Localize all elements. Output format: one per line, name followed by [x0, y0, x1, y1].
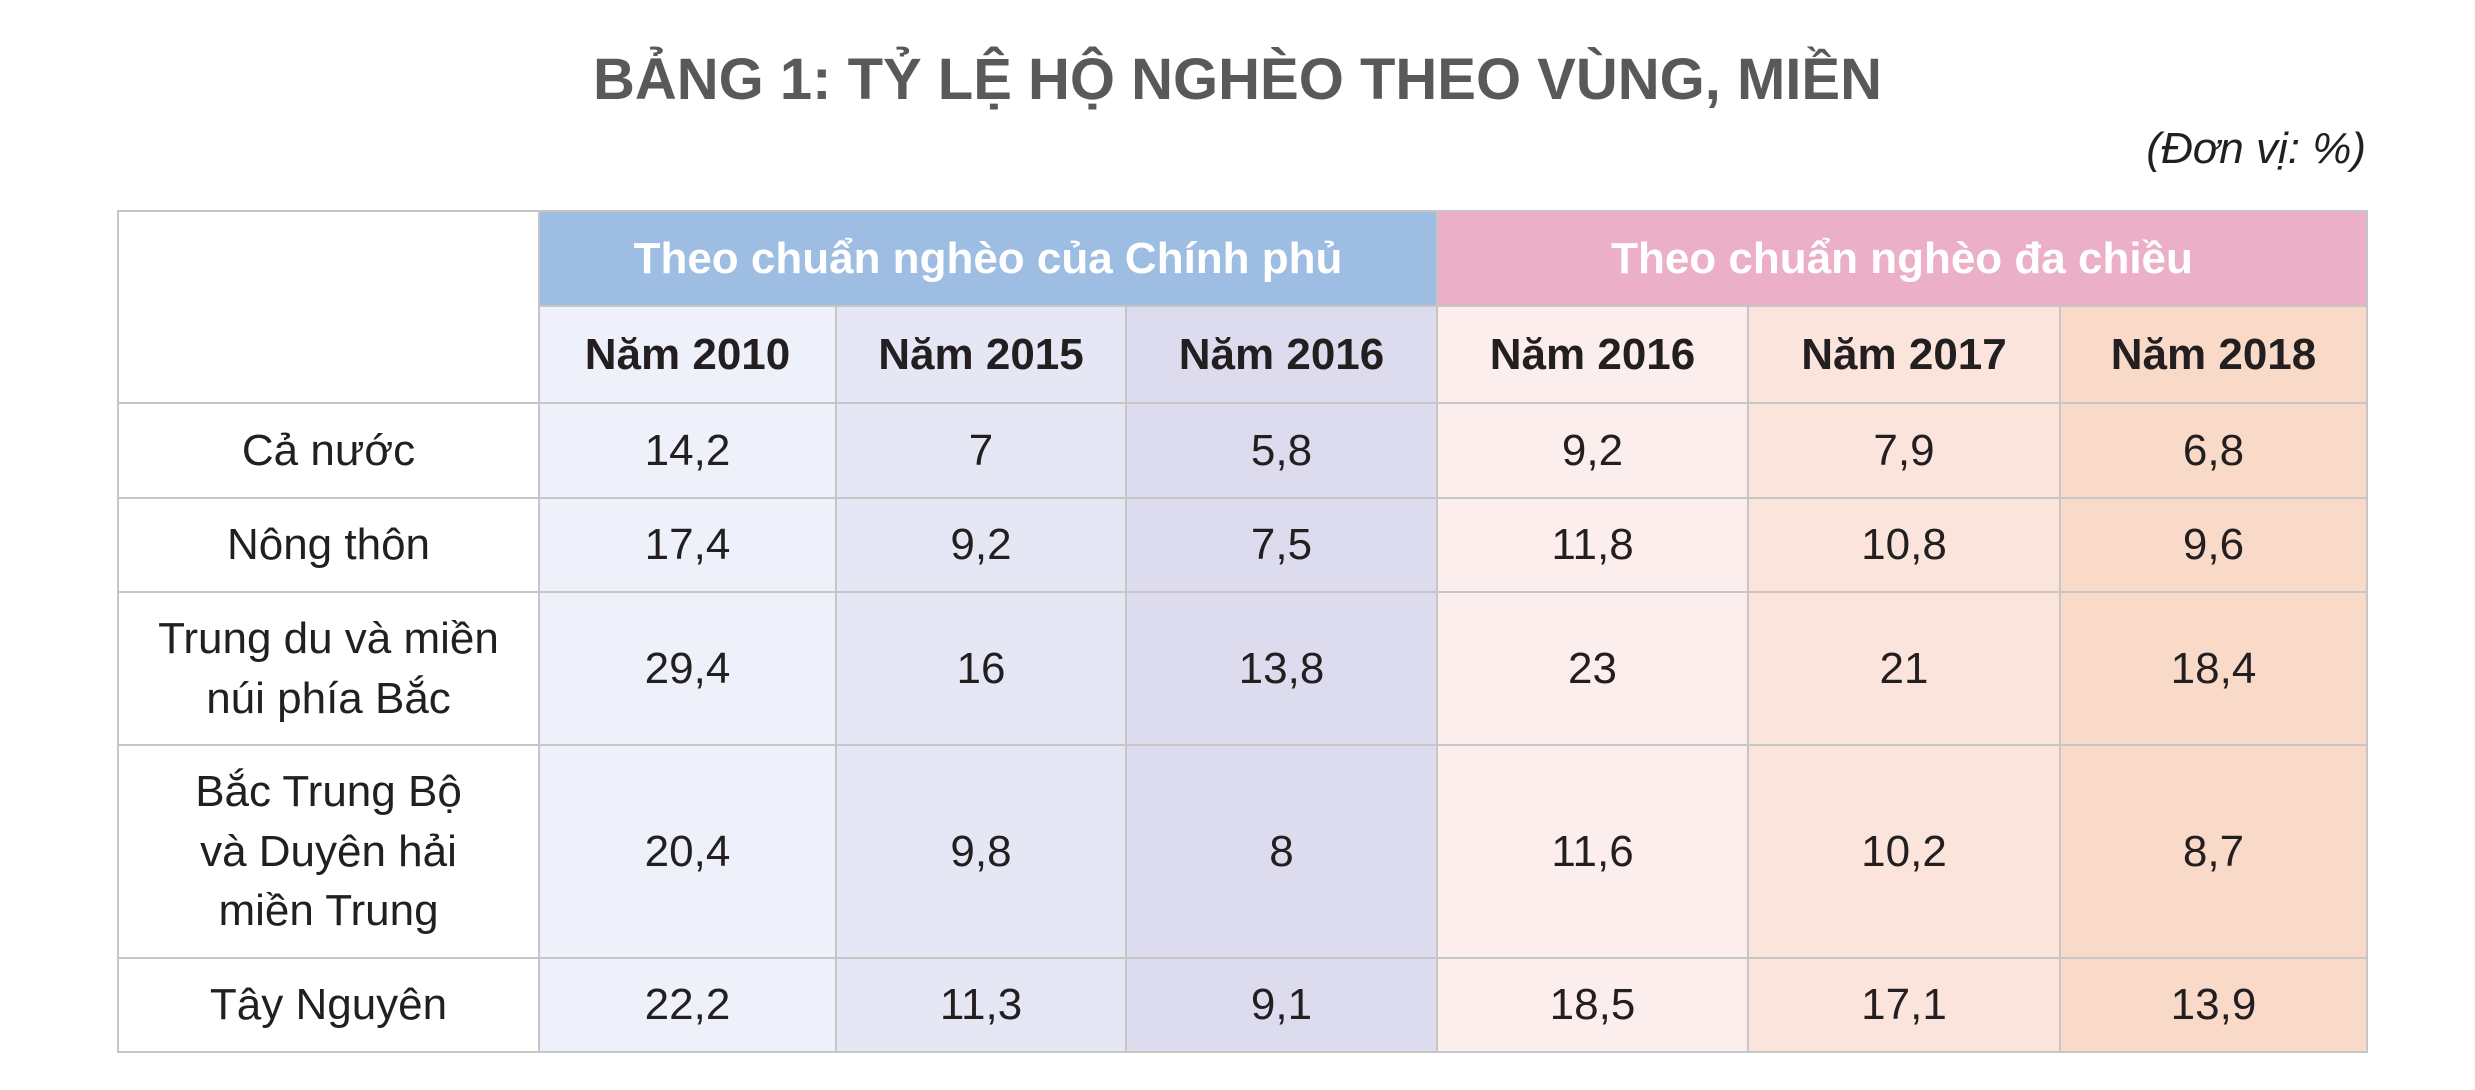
- value-cell: 7: [835, 402, 1127, 499]
- value-cell: 9,2: [1436, 402, 1749, 499]
- value-cell: 7,9: [1747, 402, 2061, 499]
- value-cell: 18,4: [2059, 591, 2368, 746]
- value-cell: 20,4: [538, 744, 837, 959]
- row-label: Nông thôn: [117, 497, 540, 593]
- value-cell: 11,8: [1436, 497, 1749, 593]
- column-header: Năm 2017: [1747, 305, 2061, 404]
- column-header: Năm 2010: [538, 305, 837, 404]
- value-cell: 9,6: [2059, 497, 2368, 593]
- value-cell: 18,5: [1436, 957, 1749, 1053]
- row-label: Trung du và miền núi phía Bắc: [117, 591, 540, 746]
- poverty-table: Theo chuẩn nghèo của Chính phủ Theo chuẩn…: [117, 210, 2368, 1053]
- value-cell: 5,8: [1125, 402, 1438, 499]
- value-cell: 6,8: [2059, 402, 2368, 499]
- column-header: Năm 2016: [1436, 305, 1749, 404]
- column-header: Năm 2015: [835, 305, 1127, 404]
- value-cell: 10,2: [1747, 744, 2061, 959]
- value-cell: 17,4: [538, 497, 837, 593]
- value-cell: 17,1: [1747, 957, 2061, 1053]
- corner-cell: [117, 210, 540, 404]
- value-cell: 13,9: [2059, 957, 2368, 1053]
- data-row: Cả nước 14,2 7 5,8 9,2 7,9 6,8: [117, 402, 2368, 499]
- value-cell: 13,8: [1125, 591, 1438, 746]
- column-header-row: Năm 2010 Năm 2015 Năm 2016 Năm 2016 Năm 2017…: [118, 305, 2368, 404]
- group-header-row: Theo chuẩn nghèo của Chính phủ Theo chuẩn…: [117, 210, 2368, 404]
- value-cell: 9,1: [1125, 957, 1438, 1053]
- value-cell: 9,2: [835, 497, 1127, 593]
- value-cell: 9,8: [835, 744, 1127, 959]
- data-row: Trung du và miền núi phía Bắc 29,4 16 13,8 2…: [117, 591, 2368, 746]
- value-cell: 21: [1747, 591, 2061, 746]
- column-header: Năm 2016: [1125, 305, 1438, 404]
- value-cell: 11,3: [835, 957, 1127, 1053]
- value-cell: 7,5: [1125, 497, 1438, 593]
- data-row: Nông thôn 17,4 9,2 7,5 11,8 10,8 9,6: [117, 497, 2368, 593]
- value-cell: 16: [835, 591, 1127, 746]
- column-header: Năm 2018: [2059, 305, 2368, 404]
- value-cell: 10,8: [1747, 497, 2061, 593]
- value-cell: 22,2: [538, 957, 837, 1053]
- row-label: Bắc Trung Bộ và Duyên hải miền Trung: [117, 744, 540, 959]
- value-cell: 8: [1125, 744, 1438, 959]
- value-cell: 29,4: [538, 591, 837, 746]
- unit-note: (Đơn vị: %): [2146, 124, 2366, 173]
- row-label: Tây Nguyên: [117, 957, 540, 1053]
- group-header: Theo chuẩn nghèo của Chính phủ: [538, 210, 1438, 307]
- group-header: Theo chuẩn nghèo đa chiều: [1436, 210, 2368, 307]
- data-row: Bắc Trung Bộ và Duyên hải miền Trung 20,4…: [117, 744, 2368, 959]
- value-cell: 14,2: [538, 402, 837, 499]
- table-title: BẢNG 1: TỶ LỆ HỘ NGHÈO THEO VÙNG, MIỀN: [593, 47, 1882, 112]
- value-cell: 11,6: [1436, 744, 1749, 959]
- row-label: Cả nước: [117, 402, 540, 499]
- data-row: Tây Nguyên 22,2 11,3 9,1 18,5 17,1 13,9: [117, 957, 2368, 1053]
- value-cell: 8,7: [2059, 744, 2368, 959]
- value-cell: 23: [1436, 591, 1749, 746]
